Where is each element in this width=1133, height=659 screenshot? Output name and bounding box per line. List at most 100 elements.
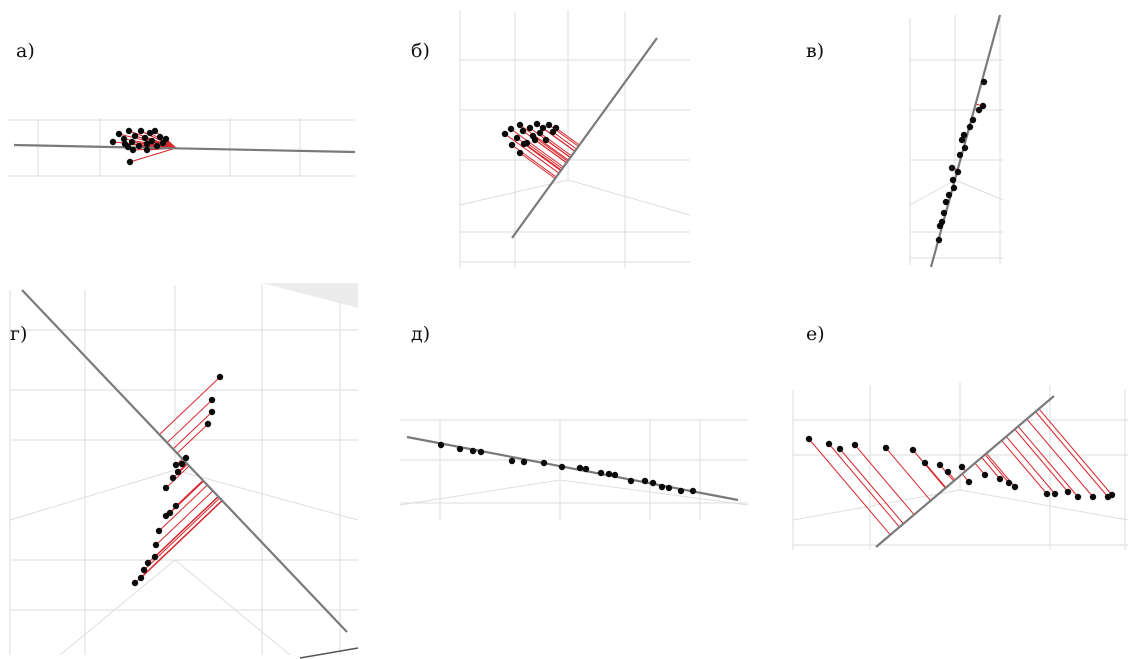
panel-a-data-points — [109, 127, 170, 166]
data-point — [533, 120, 541, 128]
projection-line — [1026, 418, 1094, 498]
data-point — [954, 168, 962, 176]
data-point — [996, 475, 1004, 483]
data-point — [143, 140, 151, 148]
data-point — [169, 474, 177, 482]
data-point — [689, 487, 697, 495]
data-point — [208, 408, 216, 416]
data-point — [204, 420, 212, 428]
data-point — [641, 477, 649, 485]
data-point — [137, 574, 145, 582]
data-point — [216, 373, 224, 381]
data-point — [140, 566, 148, 574]
projection-line — [555, 127, 580, 146]
data-point — [516, 149, 524, 157]
projection-line — [140, 500, 223, 579]
data-point — [1011, 483, 1019, 491]
panel-b-data-points — [501, 120, 560, 157]
data-point — [950, 184, 958, 192]
data-point — [979, 102, 987, 110]
panel-e-principal-axis — [875, 395, 1055, 548]
panel-b: б) — [411, 10, 691, 268]
data-point — [909, 446, 917, 454]
projection-line — [519, 152, 556, 179]
data-point — [135, 142, 143, 150]
data-point — [611, 471, 619, 479]
data-point — [582, 465, 590, 473]
projection-line — [828, 443, 900, 528]
data-point — [936, 461, 944, 469]
data-point — [558, 463, 566, 471]
panel-g-projection-lines — [134, 376, 223, 584]
projection-line — [552, 131, 577, 150]
panel-v-grid — [909, 15, 1004, 265]
projection-line — [172, 411, 213, 450]
panel-b-principal-axis — [511, 37, 658, 239]
data-point — [477, 448, 485, 456]
projection-line — [176, 423, 209, 454]
data-point — [949, 176, 957, 184]
panel-d: д) — [399, 323, 749, 520]
data-point — [836, 445, 844, 453]
panel-b-label: б) — [411, 40, 430, 62]
data-point — [131, 132, 139, 140]
data-point — [526, 124, 534, 132]
projection-line — [924, 462, 947, 488]
data-point — [148, 137, 156, 145]
projection-line — [1038, 408, 1113, 496]
data-point — [520, 140, 528, 148]
data-point — [966, 123, 974, 131]
projection-line — [526, 142, 563, 170]
projection-line — [1001, 440, 1048, 495]
panel-g-data-points — [131, 373, 224, 587]
data-point — [520, 458, 528, 466]
data-point — [597, 469, 605, 477]
panel-d-grid — [399, 419, 749, 520]
projection-line — [155, 490, 214, 546]
projection-line — [165, 465, 190, 489]
data-point — [501, 130, 509, 138]
data-point — [961, 144, 969, 152]
data-point — [151, 553, 159, 561]
projection-line — [159, 376, 221, 435]
data-point — [1043, 490, 1051, 498]
data-point — [151, 127, 159, 135]
projection-line — [523, 143, 562, 172]
data-point — [174, 468, 182, 476]
data-point — [162, 512, 170, 520]
data-point — [945, 191, 953, 199]
projection-line — [165, 480, 204, 517]
projection-line — [984, 454, 1010, 484]
data-point — [542, 136, 550, 144]
data-point — [143, 146, 151, 154]
data-point — [944, 468, 952, 476]
data-point — [935, 236, 943, 244]
projection-line — [545, 139, 571, 159]
data-point — [981, 471, 989, 479]
projection-line — [539, 132, 572, 157]
panel-b-grid — [459, 10, 691, 268]
panel-d-principal-axis — [406, 435, 739, 502]
data-point — [129, 146, 137, 154]
data-point — [152, 541, 160, 549]
data-point — [882, 444, 890, 452]
data-point — [825, 440, 833, 448]
data-point — [552, 124, 560, 132]
projection-line — [854, 444, 915, 515]
data-point — [969, 116, 977, 124]
data-point — [131, 579, 139, 587]
projection-line — [808, 438, 891, 536]
data-point — [975, 106, 983, 114]
panel-e-data-points — [805, 435, 1116, 501]
projection-line — [542, 127, 576, 152]
projection-line — [510, 128, 564, 168]
data-point — [956, 151, 964, 159]
panel-e-grid — [792, 382, 1129, 550]
data-point — [182, 454, 190, 462]
data-point — [936, 222, 944, 230]
data-point — [948, 164, 956, 172]
projection-line — [504, 133, 560, 174]
data-point — [1005, 479, 1013, 487]
data-point — [649, 479, 657, 487]
